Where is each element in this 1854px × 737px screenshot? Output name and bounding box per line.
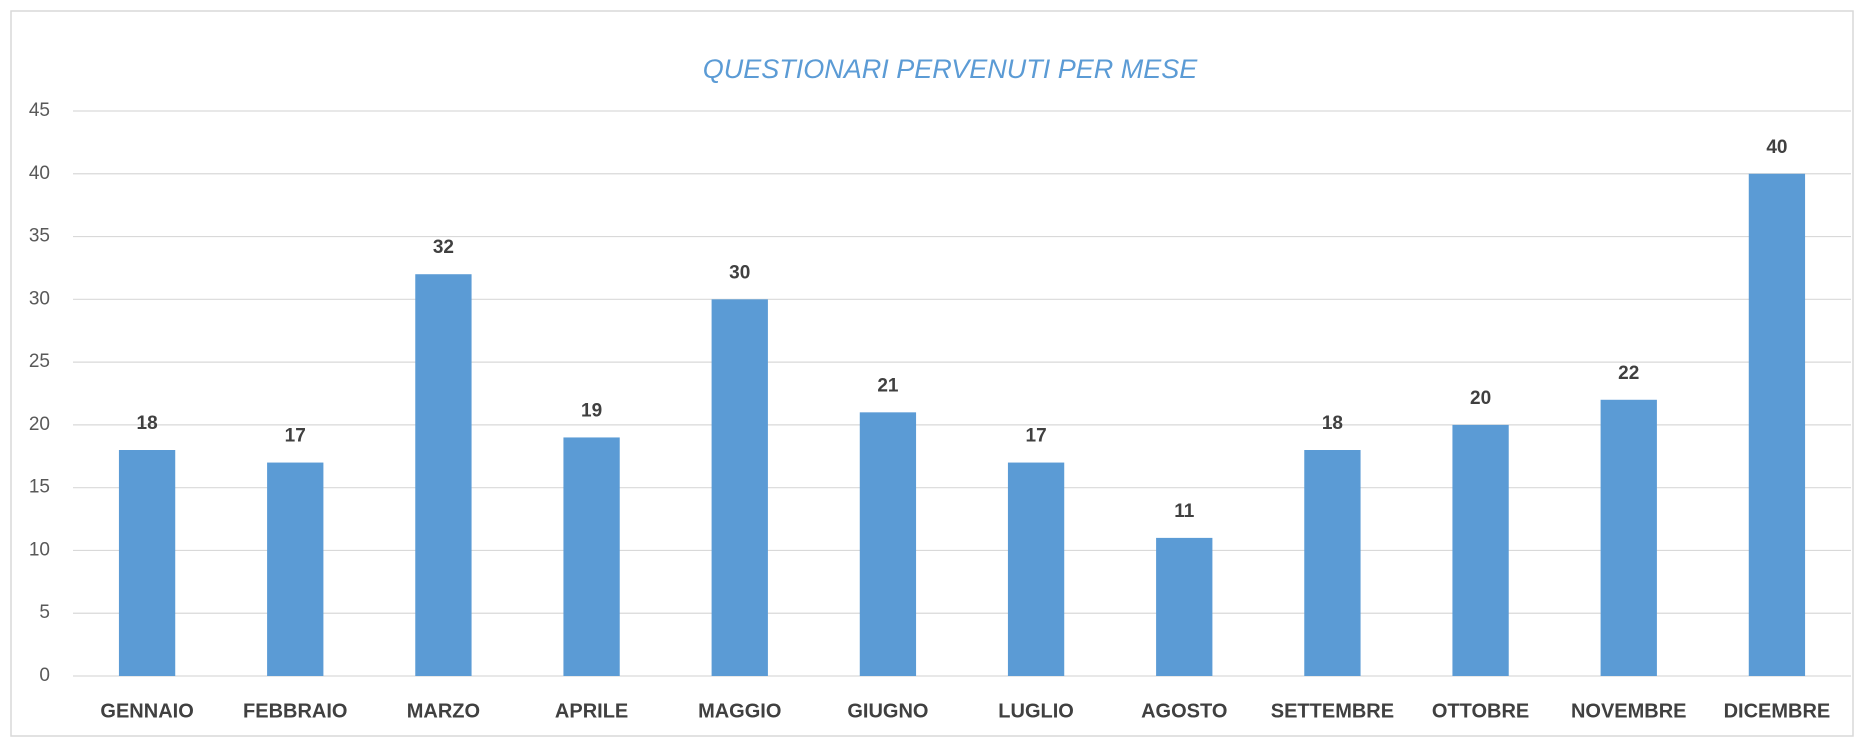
data-label: 32 xyxy=(433,237,454,258)
data-label: 17 xyxy=(1026,426,1047,447)
x-tick-label: DICEMBRE xyxy=(1724,700,1831,722)
y-tick-label: 20 xyxy=(29,414,50,435)
bar xyxy=(415,274,472,676)
data-label: 21 xyxy=(877,375,899,396)
data-label: 20 xyxy=(1470,388,1491,409)
y-tick-label: 25 xyxy=(29,351,50,372)
y-tick-label: 10 xyxy=(29,539,50,560)
x-tick-label: LUGLIO xyxy=(998,700,1074,722)
x-tick-label: AGOSTO xyxy=(1141,700,1227,722)
bar xyxy=(267,462,324,676)
data-label: 18 xyxy=(137,413,158,434)
x-tick-label: GIUGNO xyxy=(847,700,928,722)
data-label: 30 xyxy=(729,262,750,283)
y-tick-label: 35 xyxy=(29,226,50,247)
data-label: 22 xyxy=(1618,363,1639,384)
bar xyxy=(1007,462,1065,676)
bar xyxy=(1452,424,1509,676)
data-label: 40 xyxy=(1766,137,1787,158)
data-label: 19 xyxy=(581,400,602,421)
y-tick-label: 45 xyxy=(29,100,50,121)
y-tick-label: 30 xyxy=(29,288,50,309)
y-tick-label: 40 xyxy=(29,163,50,184)
chart-border xyxy=(10,10,1854,737)
y-tick-label: 0 xyxy=(39,665,50,686)
bar xyxy=(711,299,768,676)
x-tick-label: FEBBRAIO xyxy=(243,700,347,722)
bar xyxy=(859,412,917,676)
x-tick-label: MAGGIO xyxy=(698,700,781,722)
y-tick-label: 15 xyxy=(29,477,50,498)
bar xyxy=(1748,173,1806,676)
x-tick-label: GENNAIO xyxy=(100,700,193,722)
y-tick-label: 5 xyxy=(39,602,50,623)
bar xyxy=(1156,537,1213,676)
bar xyxy=(118,450,176,676)
x-tick-label: SETTEMBRE xyxy=(1271,700,1394,722)
bar xyxy=(1600,399,1657,676)
data-label: 11 xyxy=(1174,501,1195,522)
bar xyxy=(1304,450,1361,676)
x-tick-label: APRILE xyxy=(555,700,628,722)
data-label: 17 xyxy=(285,426,306,447)
x-tick-label: OTTOBRE xyxy=(1432,700,1529,722)
x-tick-label: MARZO xyxy=(407,700,480,722)
data-label: 18 xyxy=(1322,413,1343,434)
x-tick-label: NOVEMBRE xyxy=(1571,700,1687,722)
chart-title: QUESTIONARI PERVENUTI PER MESE xyxy=(703,54,1199,84)
bar xyxy=(563,437,620,676)
